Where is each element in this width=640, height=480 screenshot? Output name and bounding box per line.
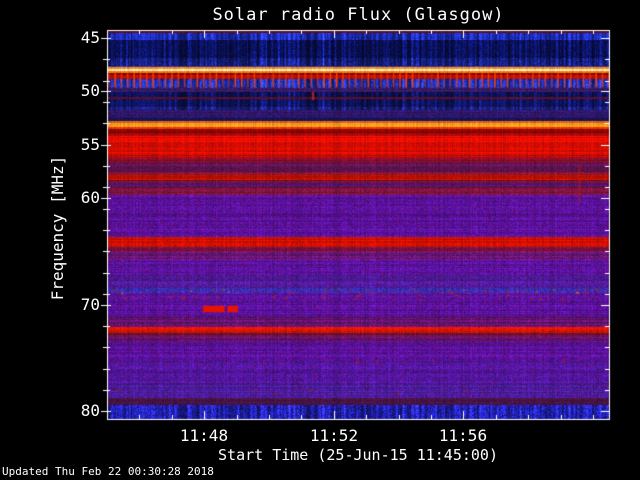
y-axis-label: Frequency [MHz] — [48, 155, 67, 301]
page-title: Solar radio Flux (Glasgow) — [212, 5, 505, 25]
x-tick-label-1152: 11:52 — [309, 426, 359, 445]
x-axis-label: Start Time (25-Jun-15 11:45:00) — [218, 446, 498, 464]
y-tick-label-50: 50 — [80, 81, 100, 100]
y-tick-label-60: 60 — [80, 188, 100, 207]
y-tick-label-55: 55 — [80, 135, 100, 154]
y-tick-label-45: 45 — [80, 28, 100, 47]
y-tick-label-70: 70 — [80, 295, 100, 314]
x-tick-label-1148: 11:48 — [179, 426, 229, 445]
x-tick-label-1156: 11:56 — [438, 426, 488, 445]
y-tick-label-80: 80 — [80, 401, 100, 420]
updated-timestamp: Updated Thu Feb 22 00:30:28 2018 — [2, 465, 214, 478]
